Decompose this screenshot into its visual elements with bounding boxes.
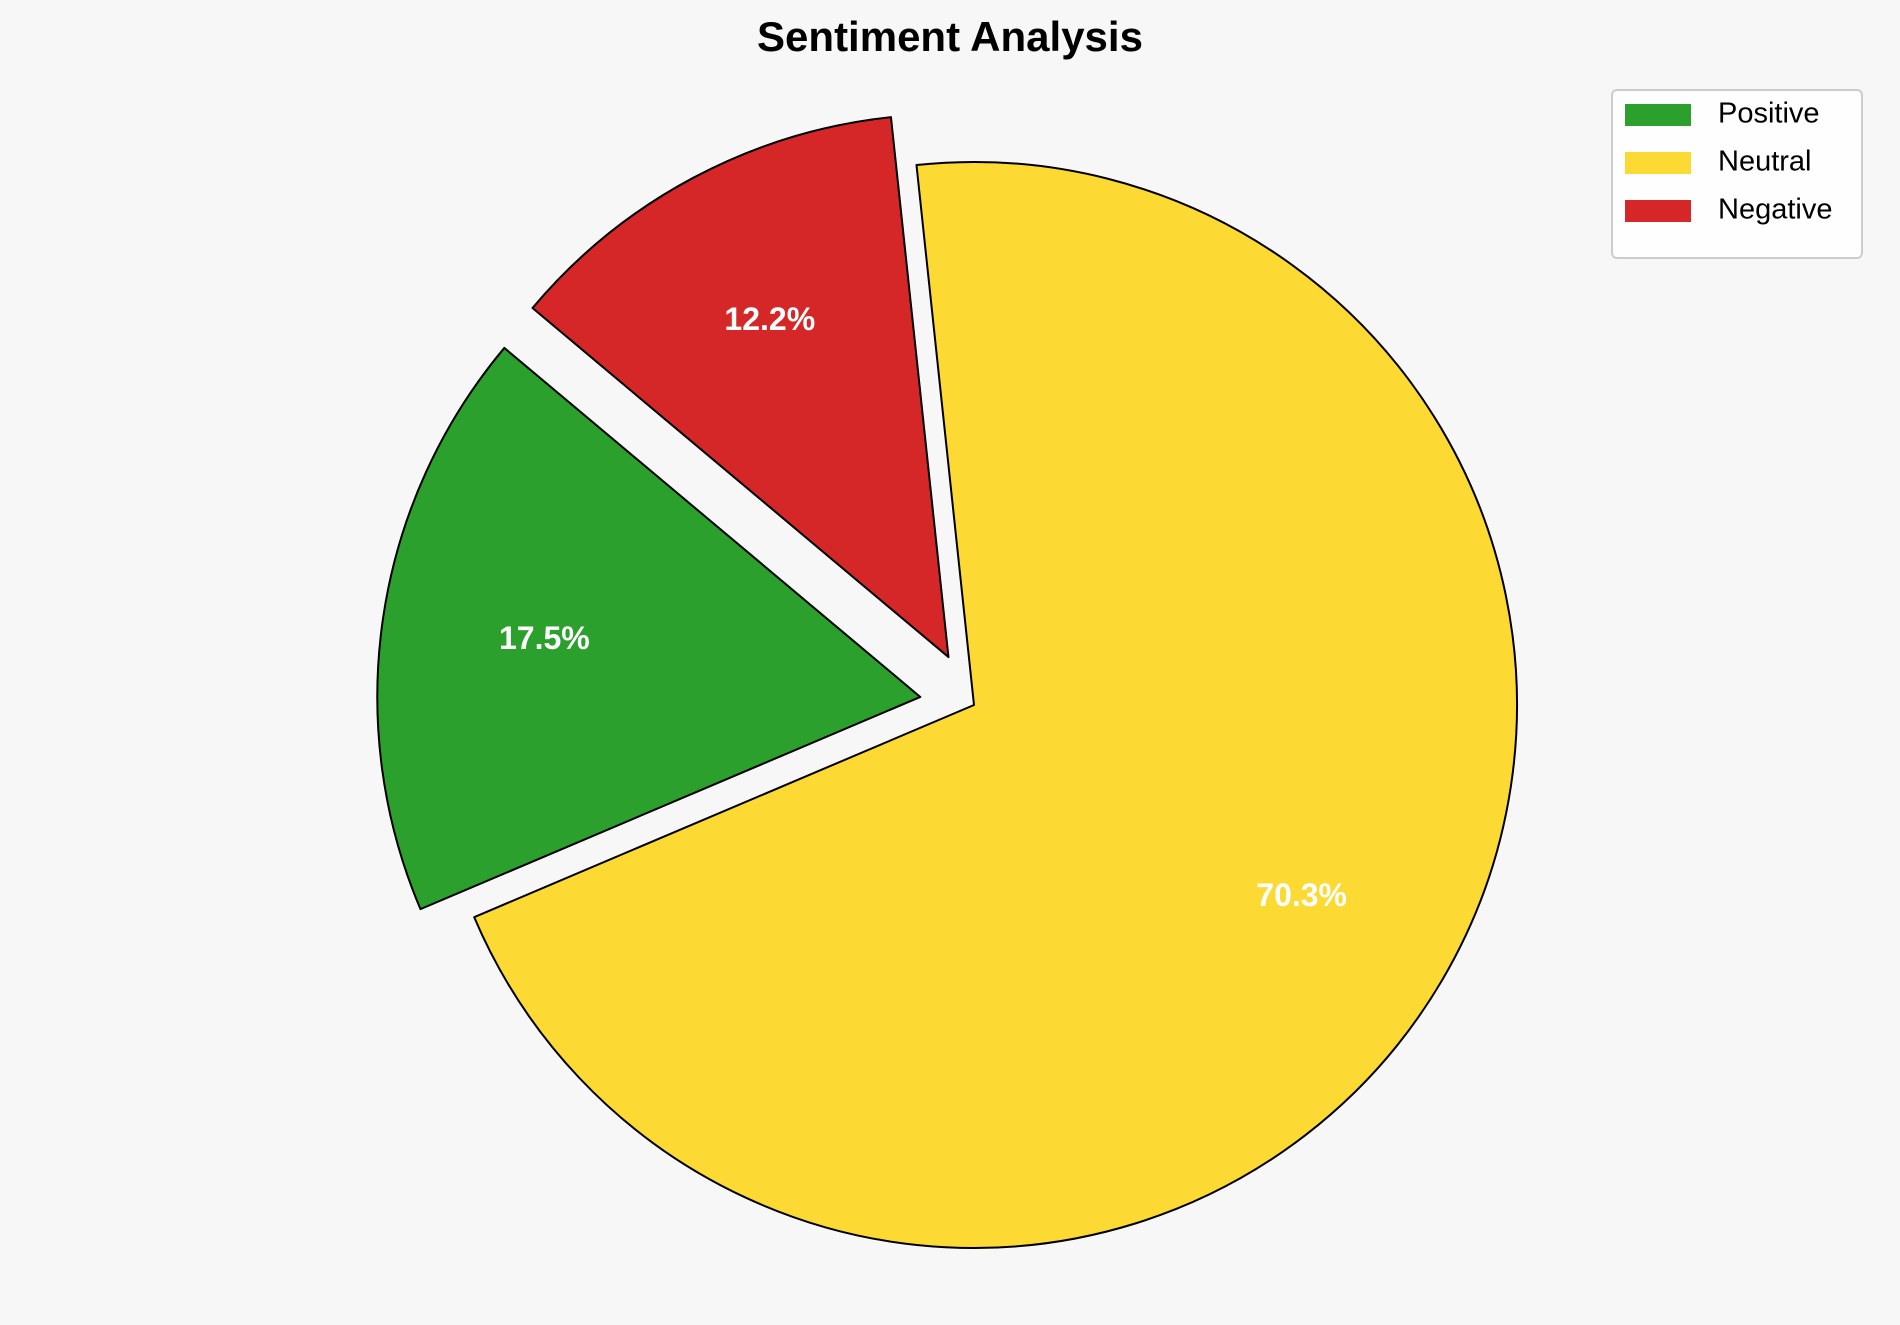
legend-label: Positive <box>1718 98 1820 130</box>
value-label: 17.5% <box>499 620 590 656</box>
value-label: 12.2% <box>724 301 815 337</box>
pie-slice <box>531 116 950 659</box>
pie-slice <box>376 346 922 911</box>
pie-slice <box>473 160 1518 1249</box>
legend-swatch <box>1625 104 1691 126</box>
legend-label: Negative <box>1718 194 1832 226</box>
legend-swatch <box>1625 200 1691 222</box>
chart-title: Sentiment Analysis <box>757 13 1143 60</box>
value-label: 70.3% <box>1256 877 1347 913</box>
legend-swatch <box>1625 152 1691 174</box>
legend-label: Neutral <box>1718 146 1812 178</box>
